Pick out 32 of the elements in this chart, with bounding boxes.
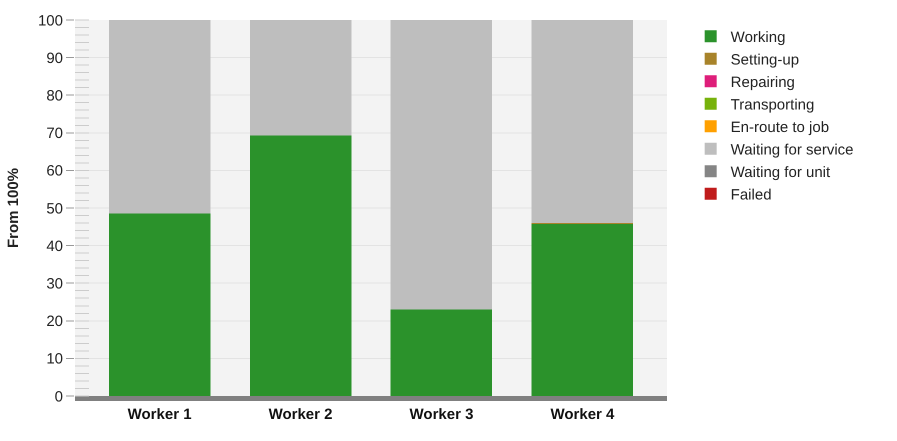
y-tick-label: 30	[46, 275, 63, 292]
legend-label: Repairing	[730, 74, 795, 92]
y-tick-label: 60	[46, 162, 63, 180]
bar	[532, 20, 634, 224]
y-tick-label: 70	[46, 125, 63, 142]
x-tick-label: Worker 4	[550, 406, 616, 423]
bar	[108, 20, 210, 214]
legend-label: Working	[730, 29, 786, 46]
legend-label: Waiting for unit	[730, 164, 831, 182]
y-tick-label: 90	[46, 50, 63, 67]
y-tick-label: 20	[46, 313, 63, 330]
y-tick-label: 10	[46, 350, 63, 368]
y-tick-label: 40	[46, 238, 63, 255]
bar	[250, 135, 352, 396]
legend-label: Transporting	[730, 96, 814, 114]
x-tick-label: Worker 1	[128, 406, 192, 423]
legend-label: Setting-up	[730, 52, 800, 69]
bar	[390, 20, 492, 310]
y-tick-label: 0	[54, 388, 63, 406]
x-tick-label: Worker 3	[410, 406, 474, 423]
y-tick-label: 80	[46, 87, 63, 104]
y-axis-title: From 100%	[5, 168, 22, 248]
bar	[390, 310, 492, 396]
y-tick-label: 50	[46, 200, 63, 218]
y-tick-label: 100	[38, 12, 63, 30]
bar	[532, 224, 634, 396]
x-tick-label: Worker 2	[268, 406, 332, 423]
bar	[250, 20, 352, 136]
legend-label: Failed	[730, 186, 772, 204]
legend-label: Waiting for service	[730, 142, 854, 159]
bar	[108, 214, 210, 396]
legend-label: En-route to job	[730, 119, 830, 136]
